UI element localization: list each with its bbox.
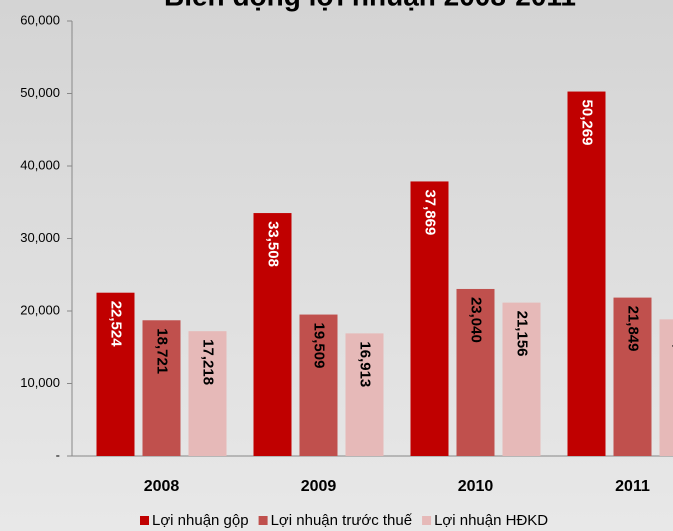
bar — [613, 297, 652, 456]
x-tick-label: 2011 — [615, 478, 650, 495]
y-tick-label: 40,000 — [20, 157, 60, 172]
bar — [253, 213, 292, 456]
legend-label: Lợi nhuận HĐKD — [434, 512, 548, 529]
data-label: 23,040 — [468, 297, 485, 343]
bar — [188, 331, 227, 456]
data-label: 18,848 — [671, 327, 673, 373]
bar — [659, 319, 673, 456]
data-label: 22,524 — [108, 301, 125, 348]
y-tick-label: 20,000 — [20, 302, 60, 317]
legend-swatch — [140, 516, 149, 525]
chart-title: Biến động lợi nhuận 2008-2011 — [164, 0, 576, 11]
y-tick-label: - — [56, 447, 60, 462]
data-label: 33,508 — [265, 221, 282, 267]
bar — [299, 314, 338, 456]
y-tick-label: 30,000 — [20, 230, 60, 245]
bar — [410, 181, 449, 456]
data-label: 21,849 — [625, 306, 642, 352]
data-label: 50,269 — [579, 100, 596, 146]
bar — [96, 292, 135, 456]
data-label: 16,913 — [357, 341, 374, 387]
data-label: 18,721 — [154, 328, 171, 374]
x-tick-label: 2008 — [144, 478, 180, 495]
y-tick-label: 50,000 — [20, 85, 60, 100]
legend-label: Lợi nhuận gộp — [152, 512, 249, 529]
y-tick-label: 10,000 — [20, 375, 60, 390]
legend-swatch — [422, 516, 432, 525]
data-label: 37,869 — [422, 189, 439, 235]
bar — [567, 91, 606, 457]
x-tick-label: 2010 — [458, 478, 494, 495]
data-label: 19,509 — [311, 323, 328, 369]
legend-label: Lợi nhuận trước thuế — [271, 512, 413, 529]
bar — [345, 333, 384, 456]
y-tick-label: 60,000 — [20, 12, 60, 27]
data-label: 17,218 — [200, 339, 217, 385]
bar — [142, 320, 181, 456]
legend-swatch — [258, 516, 268, 525]
data-label: 21,156 — [514, 311, 531, 357]
x-tick-label: 2009 — [301, 478, 337, 495]
bar — [502, 302, 541, 456]
bar — [456, 288, 495, 456]
